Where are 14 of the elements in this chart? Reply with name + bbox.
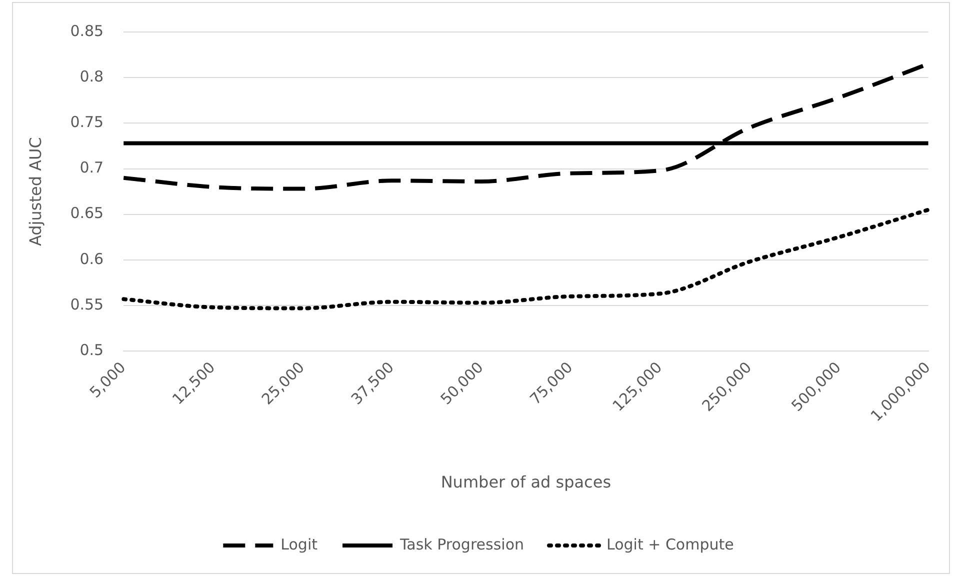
y-tick-label: 0.85 — [70, 22, 104, 40]
y-tick-label: 0.65 — [70, 204, 104, 222]
y-tick-label: 0.55 — [70, 295, 104, 314]
legend-label: Logit + Compute — [606, 535, 734, 554]
y-axis-title: Adjusted AUC — [26, 137, 45, 246]
y-tick-label: 0.7 — [80, 158, 104, 177]
y-tick-label: 0.8 — [80, 67, 104, 86]
y-tick-label: 0.6 — [80, 250, 104, 268]
y-tick-label: 0.75 — [70, 113, 104, 132]
y-tick-label: 0.5 — [80, 340, 104, 359]
legend-label: Task Progression — [398, 535, 524, 554]
line-series — [122, 208, 930, 310]
x-axis-title: Number of ad spaces — [440, 472, 612, 492]
legend-label: Logit — [280, 535, 318, 554]
